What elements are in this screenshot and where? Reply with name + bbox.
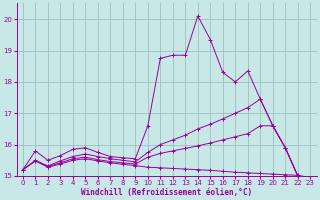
- X-axis label: Windchill (Refroidissement éolien,°C): Windchill (Refroidissement éolien,°C): [81, 188, 252, 197]
